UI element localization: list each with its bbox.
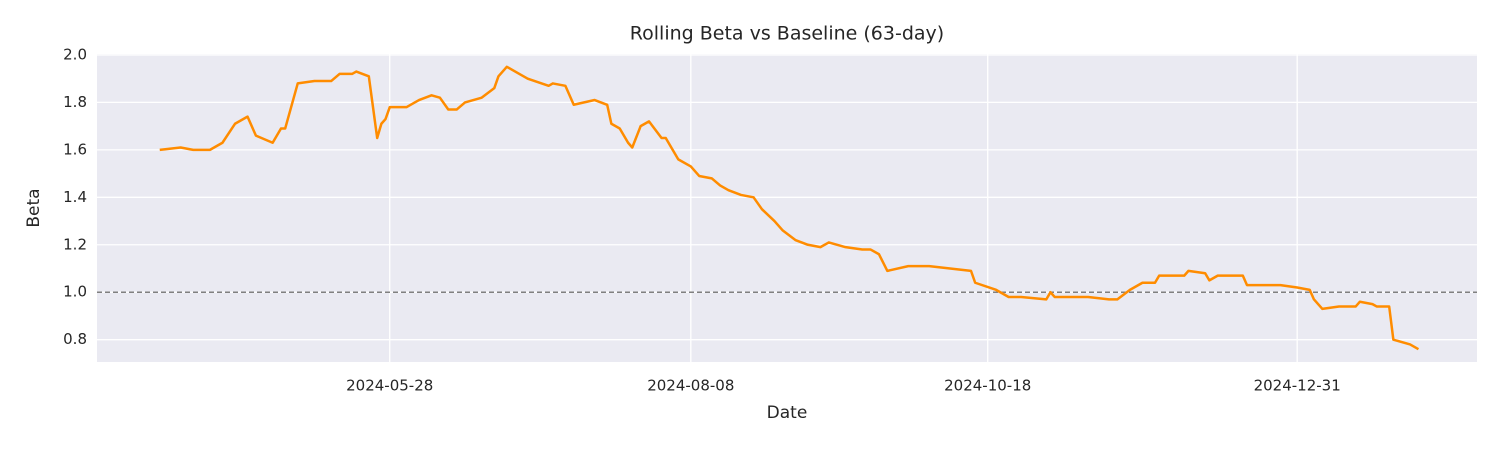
y-tick-label: 1.2	[63, 235, 87, 253]
data-line	[159, 65, 1420, 351]
x-tick-label: 2024-05-28	[346, 377, 433, 395]
plot-area	[97, 54, 1477, 362]
y-axis-label: Beta	[24, 188, 44, 227]
y-tick-label: 1.8	[63, 93, 87, 111]
x-tick-label: 2024-08-08	[647, 377, 734, 395]
x-tick-label: 2024-10-18	[944, 377, 1031, 395]
x-axis-label: Date	[767, 403, 808, 423]
y-tick-label: 2.0	[63, 45, 87, 63]
y-tick-label: 0.8	[63, 330, 87, 348]
chart-title: Rolling Beta vs Baseline (63-day)	[630, 23, 944, 45]
y-tick-label: 1.0	[63, 283, 87, 301]
y-tick-label: 1.4	[63, 188, 87, 206]
x-tick-label: 2024-12-31	[1254, 377, 1341, 395]
y-tick-label: 1.6	[63, 140, 87, 158]
